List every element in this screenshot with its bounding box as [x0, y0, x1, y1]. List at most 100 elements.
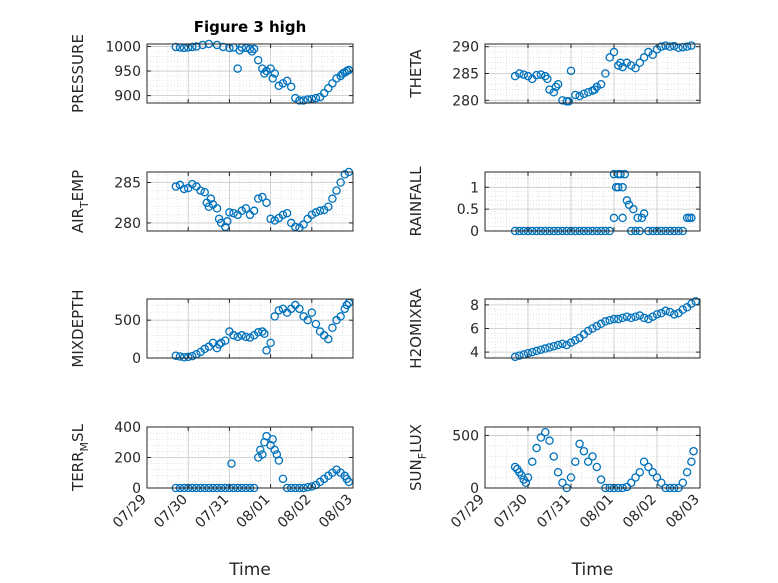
- data-point: [661, 41, 670, 50]
- data-point: [510, 352, 520, 362]
- axes-background: [484, 171, 701, 232]
- data-point: [614, 183, 623, 192]
- data-point: [282, 76, 292, 86]
- data-point: [233, 64, 242, 73]
- data-point: [592, 321, 602, 331]
- data-point: [270, 445, 279, 455]
- plot-theta: 280 285 290 THETA: [407, 40, 701, 109]
- x-tick-label: 07/29: [448, 492, 488, 532]
- data-point: [510, 71, 520, 81]
- data-point: [291, 93, 300, 103]
- data-point: [307, 482, 317, 491]
- x-axis-label: Time: [228, 560, 271, 580]
- data-point: [622, 482, 632, 492]
- data-point: [687, 213, 696, 223]
- data-point: [266, 338, 275, 348]
- data-point: [319, 88, 329, 98]
- y-tick-label: 6: [470, 322, 479, 338]
- data-point: [216, 338, 226, 348]
- data-point: [286, 82, 296, 92]
- data-point: [540, 344, 550, 353]
- y-axis-label-part: H2OMIXRA: [407, 288, 425, 369]
- data-point: [620, 169, 630, 179]
- data-point: [274, 81, 284, 91]
- data-point: [532, 70, 541, 80]
- data-point: [678, 478, 688, 487]
- data-point: [540, 428, 550, 437]
- data-point: [171, 42, 181, 52]
- y-axis-label-part: F: [416, 453, 429, 459]
- x-tick-label: 08/03: [316, 492, 356, 532]
- data-point: [262, 346, 271, 355]
- data-point: [303, 315, 312, 325]
- data-point: [661, 306, 670, 316]
- y-tick-label: 0: [470, 224, 479, 240]
- data-point: [588, 324, 597, 333]
- x-tick-label: 08/02: [620, 492, 660, 532]
- y-tick-label: 0: [470, 481, 479, 497]
- data-point: [605, 53, 614, 62]
- data-point: [311, 208, 321, 217]
- y-tick-label: 280: [452, 93, 479, 109]
- data-point: [558, 478, 567, 487]
- data-point: [551, 82, 561, 92]
- data-point: [528, 457, 537, 466]
- data-point: [562, 340, 571, 350]
- data-point: [618, 213, 627, 223]
- data-point: [328, 194, 337, 203]
- series-theta: [510, 41, 696, 106]
- y-tick-label: 400: [114, 420, 141, 436]
- data-point: [618, 183, 627, 192]
- data-point: [639, 209, 649, 218]
- data-point: [179, 352, 189, 362]
- y-axis-label-part: MIXDEPTH: [69, 289, 87, 367]
- data-point: [171, 182, 181, 191]
- data-point: [328, 323, 337, 332]
- data-point: [571, 336, 580, 345]
- data-point: [575, 91, 584, 101]
- data-point: [648, 312, 657, 321]
- x-tick-label: 08/01: [234, 492, 274, 532]
- axes-frame: [484, 171, 701, 232]
- x-tick-label: 07/31: [534, 492, 574, 532]
- data-point: [532, 443, 541, 453]
- data-point: [644, 47, 653, 57]
- y-tick-label: 280: [114, 216, 141, 232]
- data-point: [198, 40, 207, 50]
- data-point: [639, 53, 649, 62]
- data-point: [553, 79, 563, 89]
- data-point: [229, 331, 238, 340]
- data-point: [532, 346, 541, 356]
- data-point: [274, 456, 284, 465]
- data-point: [336, 312, 345, 321]
- data-point: [270, 216, 279, 225]
- y-axis-label: THETA: [407, 49, 425, 99]
- y-tick-label: 900: [114, 89, 141, 105]
- data-point: [691, 297, 700, 306]
- data-point: [258, 64, 267, 73]
- data-point: [536, 433, 546, 442]
- y-axis-label-part: SUN: [407, 459, 425, 491]
- data-point: [678, 305, 688, 314]
- data-point: [648, 467, 657, 477]
- y-axis-label-part: THETA: [407, 49, 425, 99]
- data-point: [519, 70, 528, 79]
- data-point: [192, 42, 201, 51]
- data-point: [344, 477, 354, 487]
- data-point: [218, 42, 228, 52]
- data-point: [332, 186, 341, 195]
- data-point: [528, 347, 537, 357]
- data-point: [249, 206, 259, 216]
- data-point: [553, 467, 563, 477]
- data-point: [510, 462, 520, 472]
- data-point: [175, 352, 185, 361]
- y-axis-label: H2OMIXRA: [407, 288, 425, 369]
- data-point: [687, 457, 696, 466]
- data-point: [571, 457, 580, 466]
- data-point: [307, 308, 317, 317]
- data-point: [268, 74, 277, 83]
- data-point: [324, 334, 333, 344]
- data-point: [270, 69, 279, 78]
- data-point: [639, 313, 649, 323]
